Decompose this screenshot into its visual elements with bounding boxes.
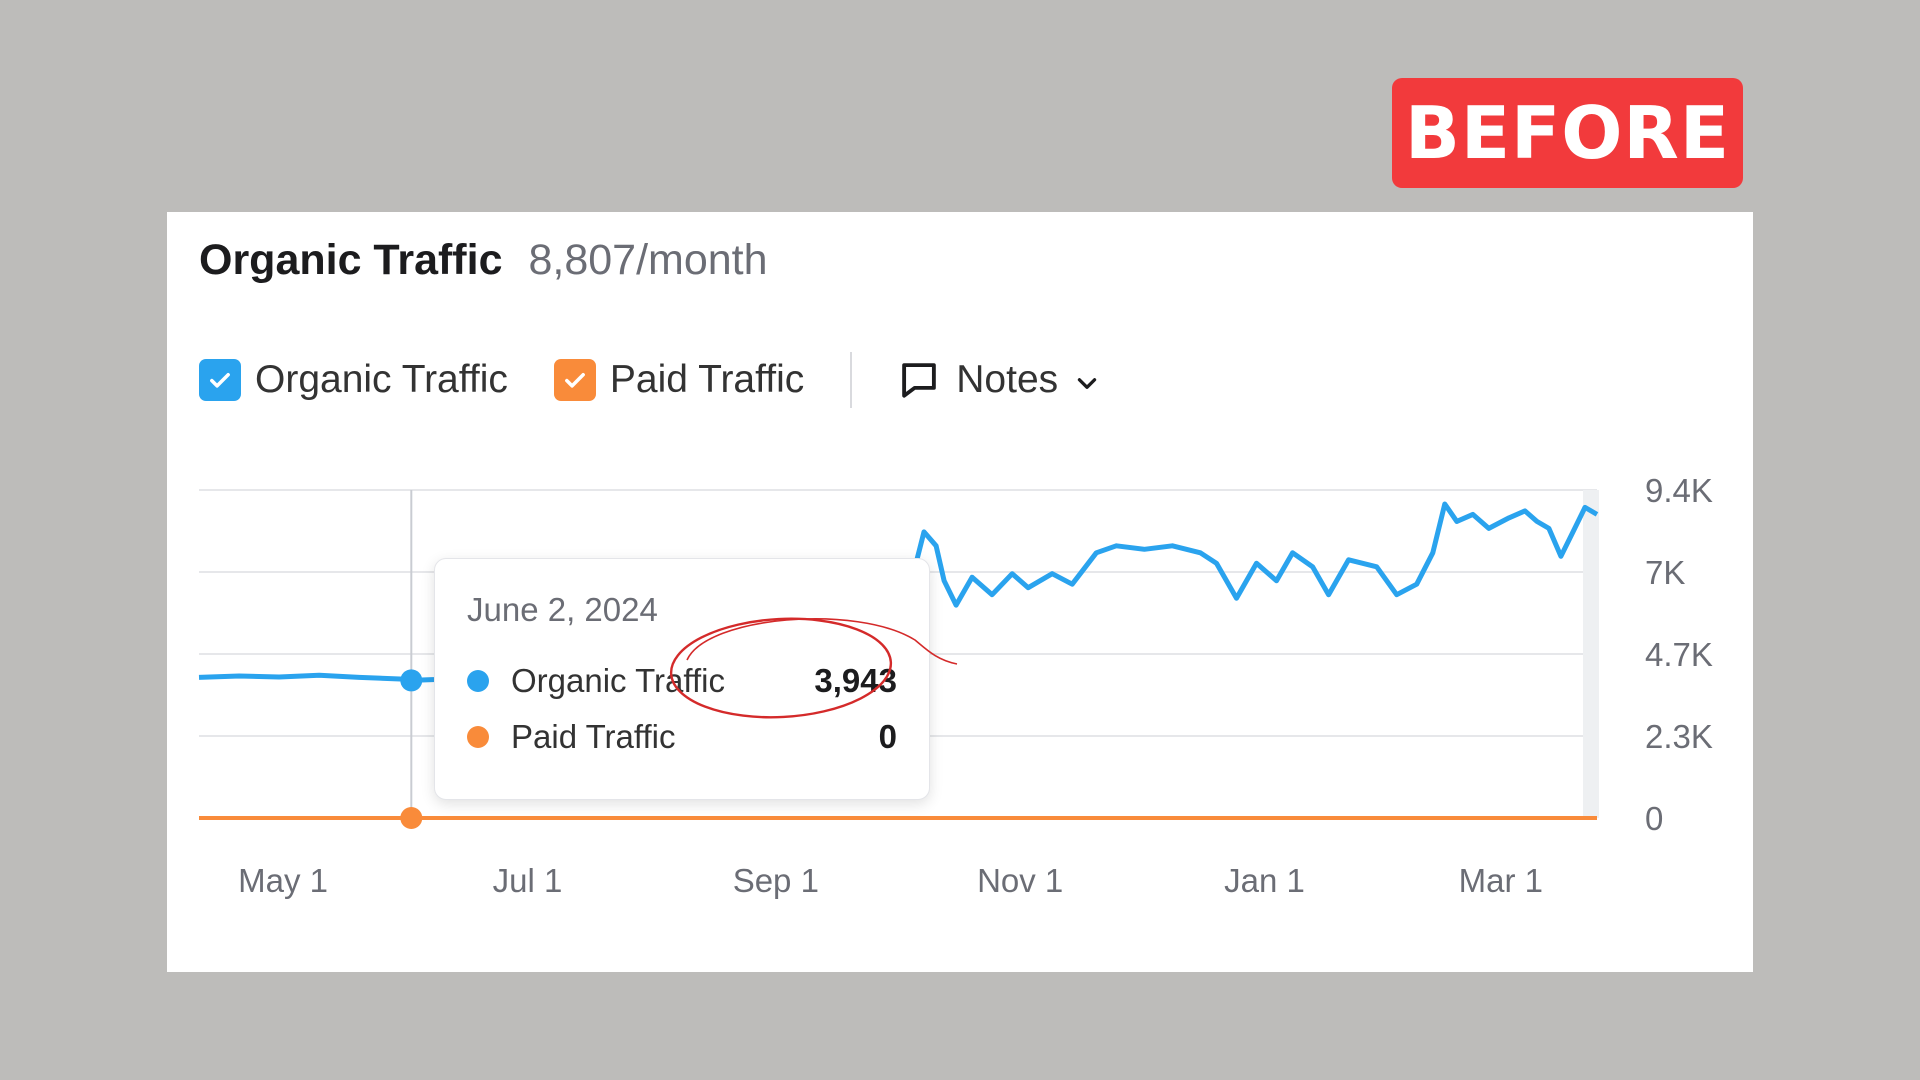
before-badge: BEFORE — [1392, 78, 1743, 188]
tooltip-label-paid: Paid Traffic — [511, 718, 676, 755]
chart-legend: Organic Traffic Paid Traffic Notes — [199, 352, 1100, 408]
tooltip-date: June 2, 2024 — [467, 591, 658, 628]
tooltip-row-organic: Organic Traffic 3,943 — [467, 659, 897, 703]
y-tick-label: 7K — [1645, 554, 1685, 591]
x-tick-label: Mar 1 — [1459, 862, 1543, 899]
tooltip-label-organic: Organic Traffic — [511, 662, 725, 699]
traffic-card: Organic Traffic 8,807/month Organic Traf… — [167, 212, 1753, 972]
legend-item-organic[interactable]: Organic Traffic — [199, 358, 508, 402]
x-tick-label: May 1 — [238, 862, 328, 899]
check-icon — [210, 373, 230, 388]
before-badge-label: BEFORE — [1404, 91, 1731, 175]
legend-item-paid[interactable]: Paid Traffic — [553, 358, 805, 402]
tooltip-dot-organic — [467, 670, 489, 692]
y-tick-label: 9.4K — [1645, 472, 1713, 509]
x-tick-label: Jan 1 — [1224, 862, 1305, 899]
card-header: Organic Traffic 8,807/month — [199, 236, 768, 285]
chart-right-edge — [1583, 490, 1599, 818]
chart-tooltip: June 2, 2024 Organic Traffic 3,943 Paid … — [434, 558, 930, 800]
page-title: Organic Traffic — [199, 236, 503, 284]
monthly-traffic-value: 8,807/month — [528, 236, 768, 284]
y-tick-label: 4.7K — [1645, 636, 1713, 673]
y-tick-label: 2.3K — [1645, 718, 1713, 755]
checkbox-paid[interactable] — [553, 359, 596, 401]
y-tick-label: 0 — [1645, 800, 1663, 837]
checkbox-organic[interactable] — [199, 359, 241, 401]
chevron-down-icon — [1077, 378, 1097, 389]
tooltip-value-organic: 3,943 — [814, 662, 897, 699]
check-icon — [564, 373, 585, 388]
tooltip-row-paid: Paid Traffic 0 — [467, 715, 897, 759]
notes-label: Notes — [956, 358, 1059, 401]
legend-label-paid: Paid Traffic — [609, 358, 805, 401]
legend-divider — [850, 352, 853, 408]
x-tick-label: Sep 1 — [733, 862, 819, 899]
notes-dropdown[interactable]: Notes — [898, 358, 1100, 402]
comment-icon — [902, 363, 937, 398]
tooltip-dot-paid — [467, 726, 489, 748]
tooltip-value-paid: 0 — [878, 718, 897, 755]
legend-label-organic: Organic Traffic — [255, 358, 508, 401]
hover-point-organic — [400, 669, 423, 692]
hover-point-paid — [400, 807, 423, 829]
traffic-chart: 9.4K 7K 4.7K 2.3K 0 May 1 Jul 1 Sep 1 Nov 1 Jan 1… — [198, 472, 1713, 899]
x-tick-label: Jul 1 — [493, 862, 563, 899]
x-tick-label: Nov 1 — [977, 862, 1063, 899]
